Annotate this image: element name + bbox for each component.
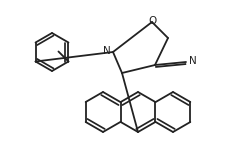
Text: N: N — [188, 56, 196, 66]
Text: O: O — [148, 16, 156, 26]
Text: N: N — [103, 46, 110, 56]
